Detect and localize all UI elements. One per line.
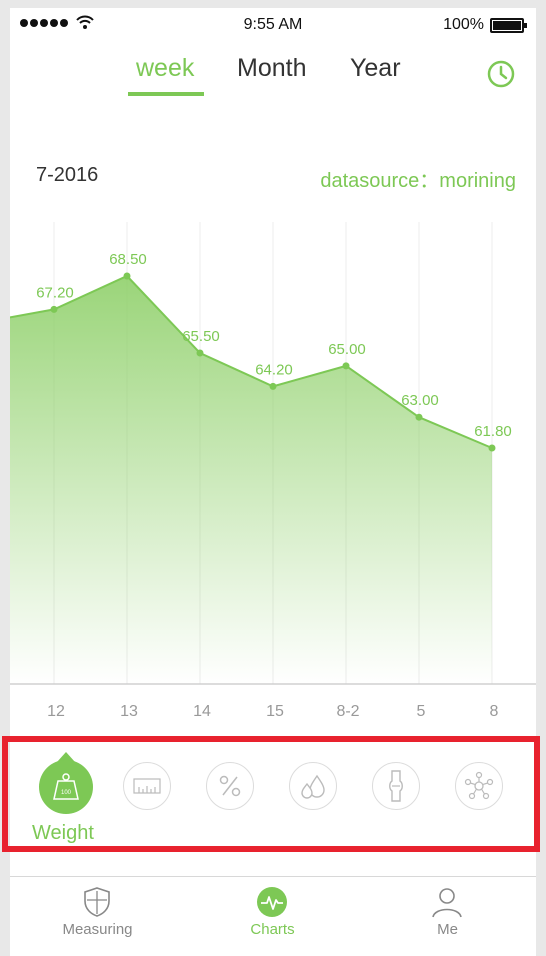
person-icon — [431, 886, 463, 918]
datasource-selector[interactable]: datasource：morining — [320, 164, 516, 193]
clock-icon[interactable] — [486, 59, 516, 89]
x-tick-label: 13 — [120, 703, 138, 720]
data-label: 65.50 — [182, 328, 220, 345]
weight-icon: 100 — [48, 769, 84, 805]
nav-measuring[interactable]: Measuring — [10, 878, 185, 956]
metric-fat-percent-button[interactable] — [206, 762, 254, 810]
x-tick-label: 15 — [266, 703, 284, 720]
x-tick-label: 8 — [490, 703, 499, 720]
x-tick-label: 14 — [193, 703, 211, 720]
period-tabs: week Month Year — [10, 54, 536, 104]
data-point[interactable] — [124, 273, 131, 280]
shield-icon — [81, 886, 113, 918]
data-point[interactable] — [416, 414, 423, 421]
data-label: 63.00 — [401, 392, 439, 409]
app-screen: 9:55 AM 100% week Month Year 7-2016 data… — [10, 8, 536, 956]
percent-icon — [217, 773, 243, 799]
data-point[interactable] — [489, 445, 496, 452]
data-label: 68.50 — [109, 251, 147, 268]
water-drops-icon — [299, 772, 327, 800]
tab-week[interactable]: week — [136, 54, 194, 83]
metric-bone-button[interactable] — [372, 762, 420, 810]
data-label: 65.00 — [328, 341, 366, 358]
data-point[interactable] — [343, 362, 350, 369]
tab-year[interactable]: Year — [350, 54, 401, 83]
nav-me[interactable]: Me — [360, 878, 535, 956]
data-point[interactable] — [51, 306, 58, 313]
x-tick-label: 5 — [417, 703, 426, 720]
data-point[interactable] — [197, 350, 204, 357]
data-label: 61.80 — [474, 423, 512, 440]
active-metric-label: Weight — [32, 822, 94, 845]
tab-month[interactable]: Month — [237, 54, 306, 83]
nav-charts-label: Charts — [185, 921, 360, 938]
nav-charts[interactable]: Charts — [185, 878, 360, 956]
data-label: 64.20 — [255, 361, 293, 378]
date-label: 7-2016 — [36, 164, 98, 187]
metric-weight-button[interactable]: 100 — [39, 760, 93, 814]
x-tick-label: 12 — [47, 703, 65, 720]
nav-me-label: Me — [360, 921, 535, 938]
x-tick-label: 8-2 — [336, 703, 359, 720]
data-point[interactable] — [270, 383, 277, 390]
metric-water-button[interactable] — [289, 762, 337, 810]
battery-icon — [490, 18, 524, 33]
chart-area — [10, 276, 492, 684]
battery-percent: 100% — [443, 16, 484, 34]
metric-molecule-button[interactable] — [455, 762, 503, 810]
ruler-icon — [133, 778, 161, 794]
chart-svg: 67.20 12 68.50 13 65.50 14 64.20 15 65.00 8-2 63.0… — [10, 208, 536, 738]
status-bar: 9:55 AM 100% — [10, 8, 536, 42]
weight-chart: 67.20 12 68.50 13 65.50 14 64.20 15 65.00 8-2 63.0… — [10, 208, 536, 738]
bottom-nav: Measuring Charts Me — [10, 878, 536, 956]
data-label: 67.20 — [36, 284, 74, 301]
pulse-icon — [256, 886, 288, 918]
nav-divider — [10, 876, 536, 877]
active-tab-underline — [128, 92, 204, 96]
nav-measuring-label: Measuring — [10, 921, 185, 938]
svg-text:100: 100 — [61, 790, 72, 796]
molecule-icon — [464, 771, 494, 801]
metric-ruler-button[interactable] — [123, 762, 171, 810]
bone-icon — [386, 769, 406, 803]
metric-selector: 100 — [10, 738, 536, 858]
